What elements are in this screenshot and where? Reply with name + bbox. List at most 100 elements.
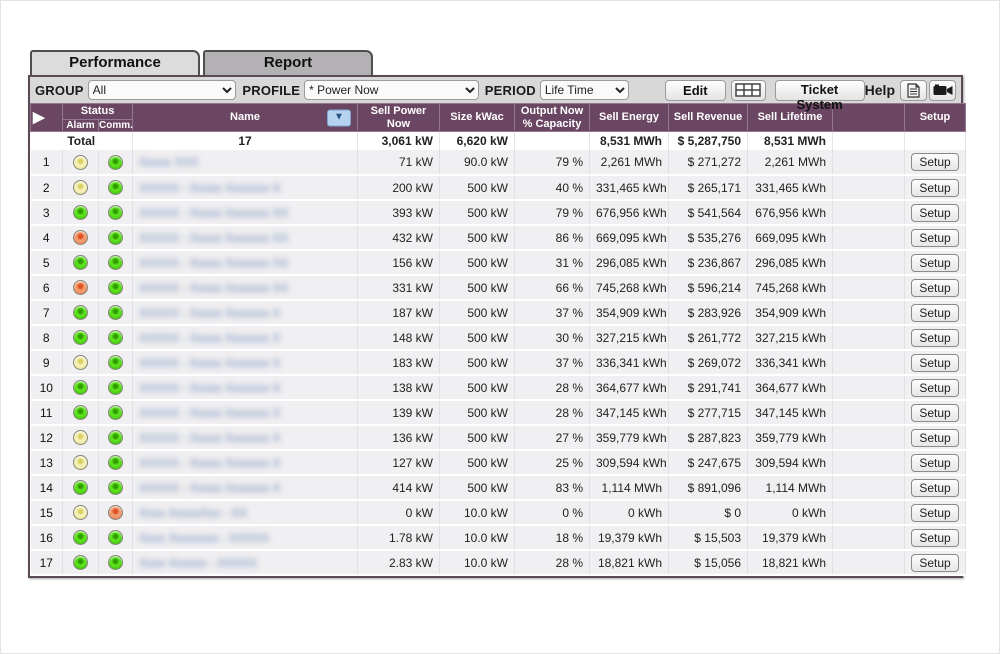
site-name-link[interactable]: Xxxx Xxxxxxxx - XXXXX bbox=[132, 525, 358, 552]
comm-status-cell bbox=[98, 500, 133, 527]
alarm-led-green-icon[interactable] bbox=[73, 305, 88, 321]
site-name-link[interactable]: XXXXX - Xxxxx Xxxxxxx X bbox=[132, 400, 358, 427]
blank-cell bbox=[832, 250, 905, 277]
ticket-system-button[interactable]: Ticket System bbox=[774, 79, 865, 112]
site-name-link[interactable]: XXXXX - Xxxxx Xxxxxxx X bbox=[132, 325, 358, 352]
setup-cell: Setup bbox=[904, 225, 966, 252]
comm-led-green-icon[interactable] bbox=[108, 480, 123, 496]
setup-button[interactable]: Setup bbox=[911, 203, 959, 222]
comm-led-orange-icon[interactable] bbox=[108, 505, 123, 521]
setup-button[interactable]: Setup bbox=[911, 378, 959, 397]
grid-view-button[interactable] bbox=[730, 79, 766, 101]
setup-button[interactable]: Setup bbox=[911, 303, 959, 322]
alarm-led-green-icon[interactable] bbox=[73, 555, 88, 571]
comm-led-green-icon[interactable] bbox=[108, 255, 123, 271]
output-capacity-value: 37 % bbox=[514, 300, 590, 327]
alarm-led-yellow-icon[interactable] bbox=[73, 154, 88, 170]
comm-led-green-icon[interactable] bbox=[108, 230, 123, 246]
blank-cell bbox=[832, 450, 905, 477]
name-sort-dropdown-icon[interactable]: ▼ bbox=[327, 109, 351, 127]
setup-button[interactable]: Setup bbox=[911, 278, 959, 297]
setup-button[interactable]: Setup bbox=[911, 503, 959, 522]
site-name-blurred-text: XXXXX - Xxxxx Xxxxxxx X bbox=[139, 330, 281, 345]
sell-revenue-value: $ 535,276 bbox=[668, 225, 748, 252]
comm-status-cell bbox=[98, 275, 133, 302]
alarm-led-orange-icon[interactable] bbox=[73, 280, 88, 296]
comm-led-green-icon[interactable] bbox=[108, 305, 123, 321]
help-document-button[interactable] bbox=[900, 79, 927, 101]
alarm-led-yellow-icon[interactable] bbox=[73, 355, 88, 371]
site-name-link[interactable]: Xxxx Xxxxxx - XXXXX bbox=[132, 550, 358, 577]
comm-led-green-icon[interactable] bbox=[108, 280, 123, 296]
alarm-led-green-icon[interactable] bbox=[73, 405, 88, 421]
alarm-led-orange-icon[interactable] bbox=[73, 230, 88, 246]
comm-led-green-icon[interactable] bbox=[108, 430, 123, 446]
sell-energy-value: 2,261 MWh bbox=[589, 150, 669, 177]
alarm-led-yellow-icon[interactable] bbox=[73, 180, 88, 196]
site-name-link[interactable]: XXXXX - Xxxxx Xxxxxxx X bbox=[132, 375, 358, 402]
comm-led-green-icon[interactable] bbox=[108, 205, 123, 221]
setup-button[interactable]: Setup bbox=[911, 528, 959, 547]
help-video-button[interactable] bbox=[929, 79, 956, 101]
site-name-link[interactable]: XXXXX - Xxxxx Xxxxxxx X bbox=[132, 300, 358, 327]
comm-status-cell bbox=[98, 250, 133, 277]
setup-button[interactable]: Setup bbox=[911, 453, 959, 472]
comm-led-green-icon[interactable] bbox=[108, 530, 123, 546]
period-select[interactable]: Life Time bbox=[539, 80, 630, 100]
site-name-link[interactable]: XXXXX - Xxxxx Xxxxxxx XX bbox=[132, 200, 358, 227]
tab-performance[interactable]: Performance bbox=[30, 50, 200, 75]
site-name-link[interactable]: XXXXX - Xxxxx Xxxxxxx X bbox=[132, 425, 358, 452]
alarm-led-green-icon[interactable] bbox=[73, 530, 88, 546]
site-name-link[interactable]: XXXXX - Xxxxx Xxxxxxx X bbox=[132, 475, 358, 502]
alarm-led-green-icon[interactable] bbox=[73, 205, 88, 221]
setup-button[interactable]: Setup bbox=[911, 328, 959, 347]
setup-button[interactable]: Setup bbox=[911, 478, 959, 497]
alarm-led-green-icon[interactable] bbox=[73, 380, 88, 396]
setup-button[interactable]: Setup bbox=[911, 428, 959, 447]
site-name-link[interactable]: XXXXX - Xxxxx Xxxxxxx XX bbox=[132, 225, 358, 252]
setup-button[interactable]: Setup bbox=[911, 553, 959, 572]
setup-button[interactable]: Setup bbox=[911, 178, 959, 197]
group-select[interactable]: All bbox=[87, 80, 237, 100]
alarm-led-green-icon[interactable] bbox=[73, 330, 88, 346]
setup-button[interactable]: Setup bbox=[911, 353, 959, 372]
edit-button[interactable]: Edit bbox=[665, 79, 726, 101]
tab-report[interactable]: Report bbox=[203, 50, 373, 75]
comm-led-green-icon[interactable] bbox=[108, 405, 123, 421]
site-name-link[interactable]: XXXXX - Xxxxx Xxxxxxx X bbox=[132, 350, 358, 377]
sell-power-now-value: 331 kW bbox=[357, 275, 440, 302]
setup-button[interactable]: Setup bbox=[911, 253, 959, 272]
comm-led-green-icon[interactable] bbox=[108, 555, 123, 571]
comm-led-green-icon[interactable] bbox=[108, 455, 123, 471]
alarm-led-yellow-icon[interactable] bbox=[73, 505, 88, 521]
site-name-link[interactable]: Xxxx XxxxxXxx - XX bbox=[132, 500, 358, 527]
size-kwac-value: 500 kW bbox=[439, 425, 515, 452]
site-name-link[interactable]: XXXXX - Xxxxx Xxxxxxx X bbox=[132, 175, 358, 202]
setup-button[interactable]: Setup bbox=[911, 153, 959, 172]
total-power: 3,061 kW bbox=[357, 131, 440, 151]
setup-button[interactable]: Setup bbox=[911, 403, 959, 422]
alarm-led-yellow-icon[interactable] bbox=[73, 430, 88, 446]
comm-led-green-icon[interactable] bbox=[108, 355, 123, 371]
site-name-link[interactable]: XXXXX - Xxxxx Xxxxxxx XX bbox=[132, 250, 358, 277]
alarm-led-yellow-icon[interactable] bbox=[73, 455, 88, 471]
alarm-status-cell bbox=[62, 500, 99, 527]
alarm-led-green-icon[interactable] bbox=[73, 480, 88, 496]
comm-led-green-icon[interactable] bbox=[108, 380, 123, 396]
col-header-name[interactable]: Name ▼ bbox=[132, 102, 358, 133]
row-number: 6 bbox=[30, 275, 63, 302]
comm-led-green-icon[interactable] bbox=[108, 330, 123, 346]
comm-led-green-icon[interactable] bbox=[108, 180, 123, 196]
table-row: 1 Xxxxx XXX 71 kW 90.0 kW 79 % 2,261 MWh $ 271… bbox=[30, 150, 966, 177]
comm-led-green-icon[interactable] bbox=[108, 154, 123, 170]
table-row: 6 XXXXX - Xxxxx Xxxxxxx XX 331 kW 500 kW 66 … bbox=[30, 275, 966, 302]
expand-arrow-icon[interactable]: ▶ bbox=[30, 102, 63, 133]
comm-status-cell bbox=[98, 300, 133, 327]
alarm-led-green-icon[interactable] bbox=[73, 255, 88, 271]
alarm-status-cell bbox=[62, 450, 99, 477]
site-name-link[interactable]: XXXXX - Xxxxx Xxxxxxx XX bbox=[132, 275, 358, 302]
site-name-link[interactable]: XXXXX - Xxxxx Xxxxxxx X bbox=[132, 450, 358, 477]
profile-select[interactable]: * Power Now bbox=[304, 80, 479, 100]
setup-button[interactable]: Setup bbox=[911, 228, 959, 247]
site-name-link[interactable]: Xxxxx XXX bbox=[132, 150, 358, 177]
